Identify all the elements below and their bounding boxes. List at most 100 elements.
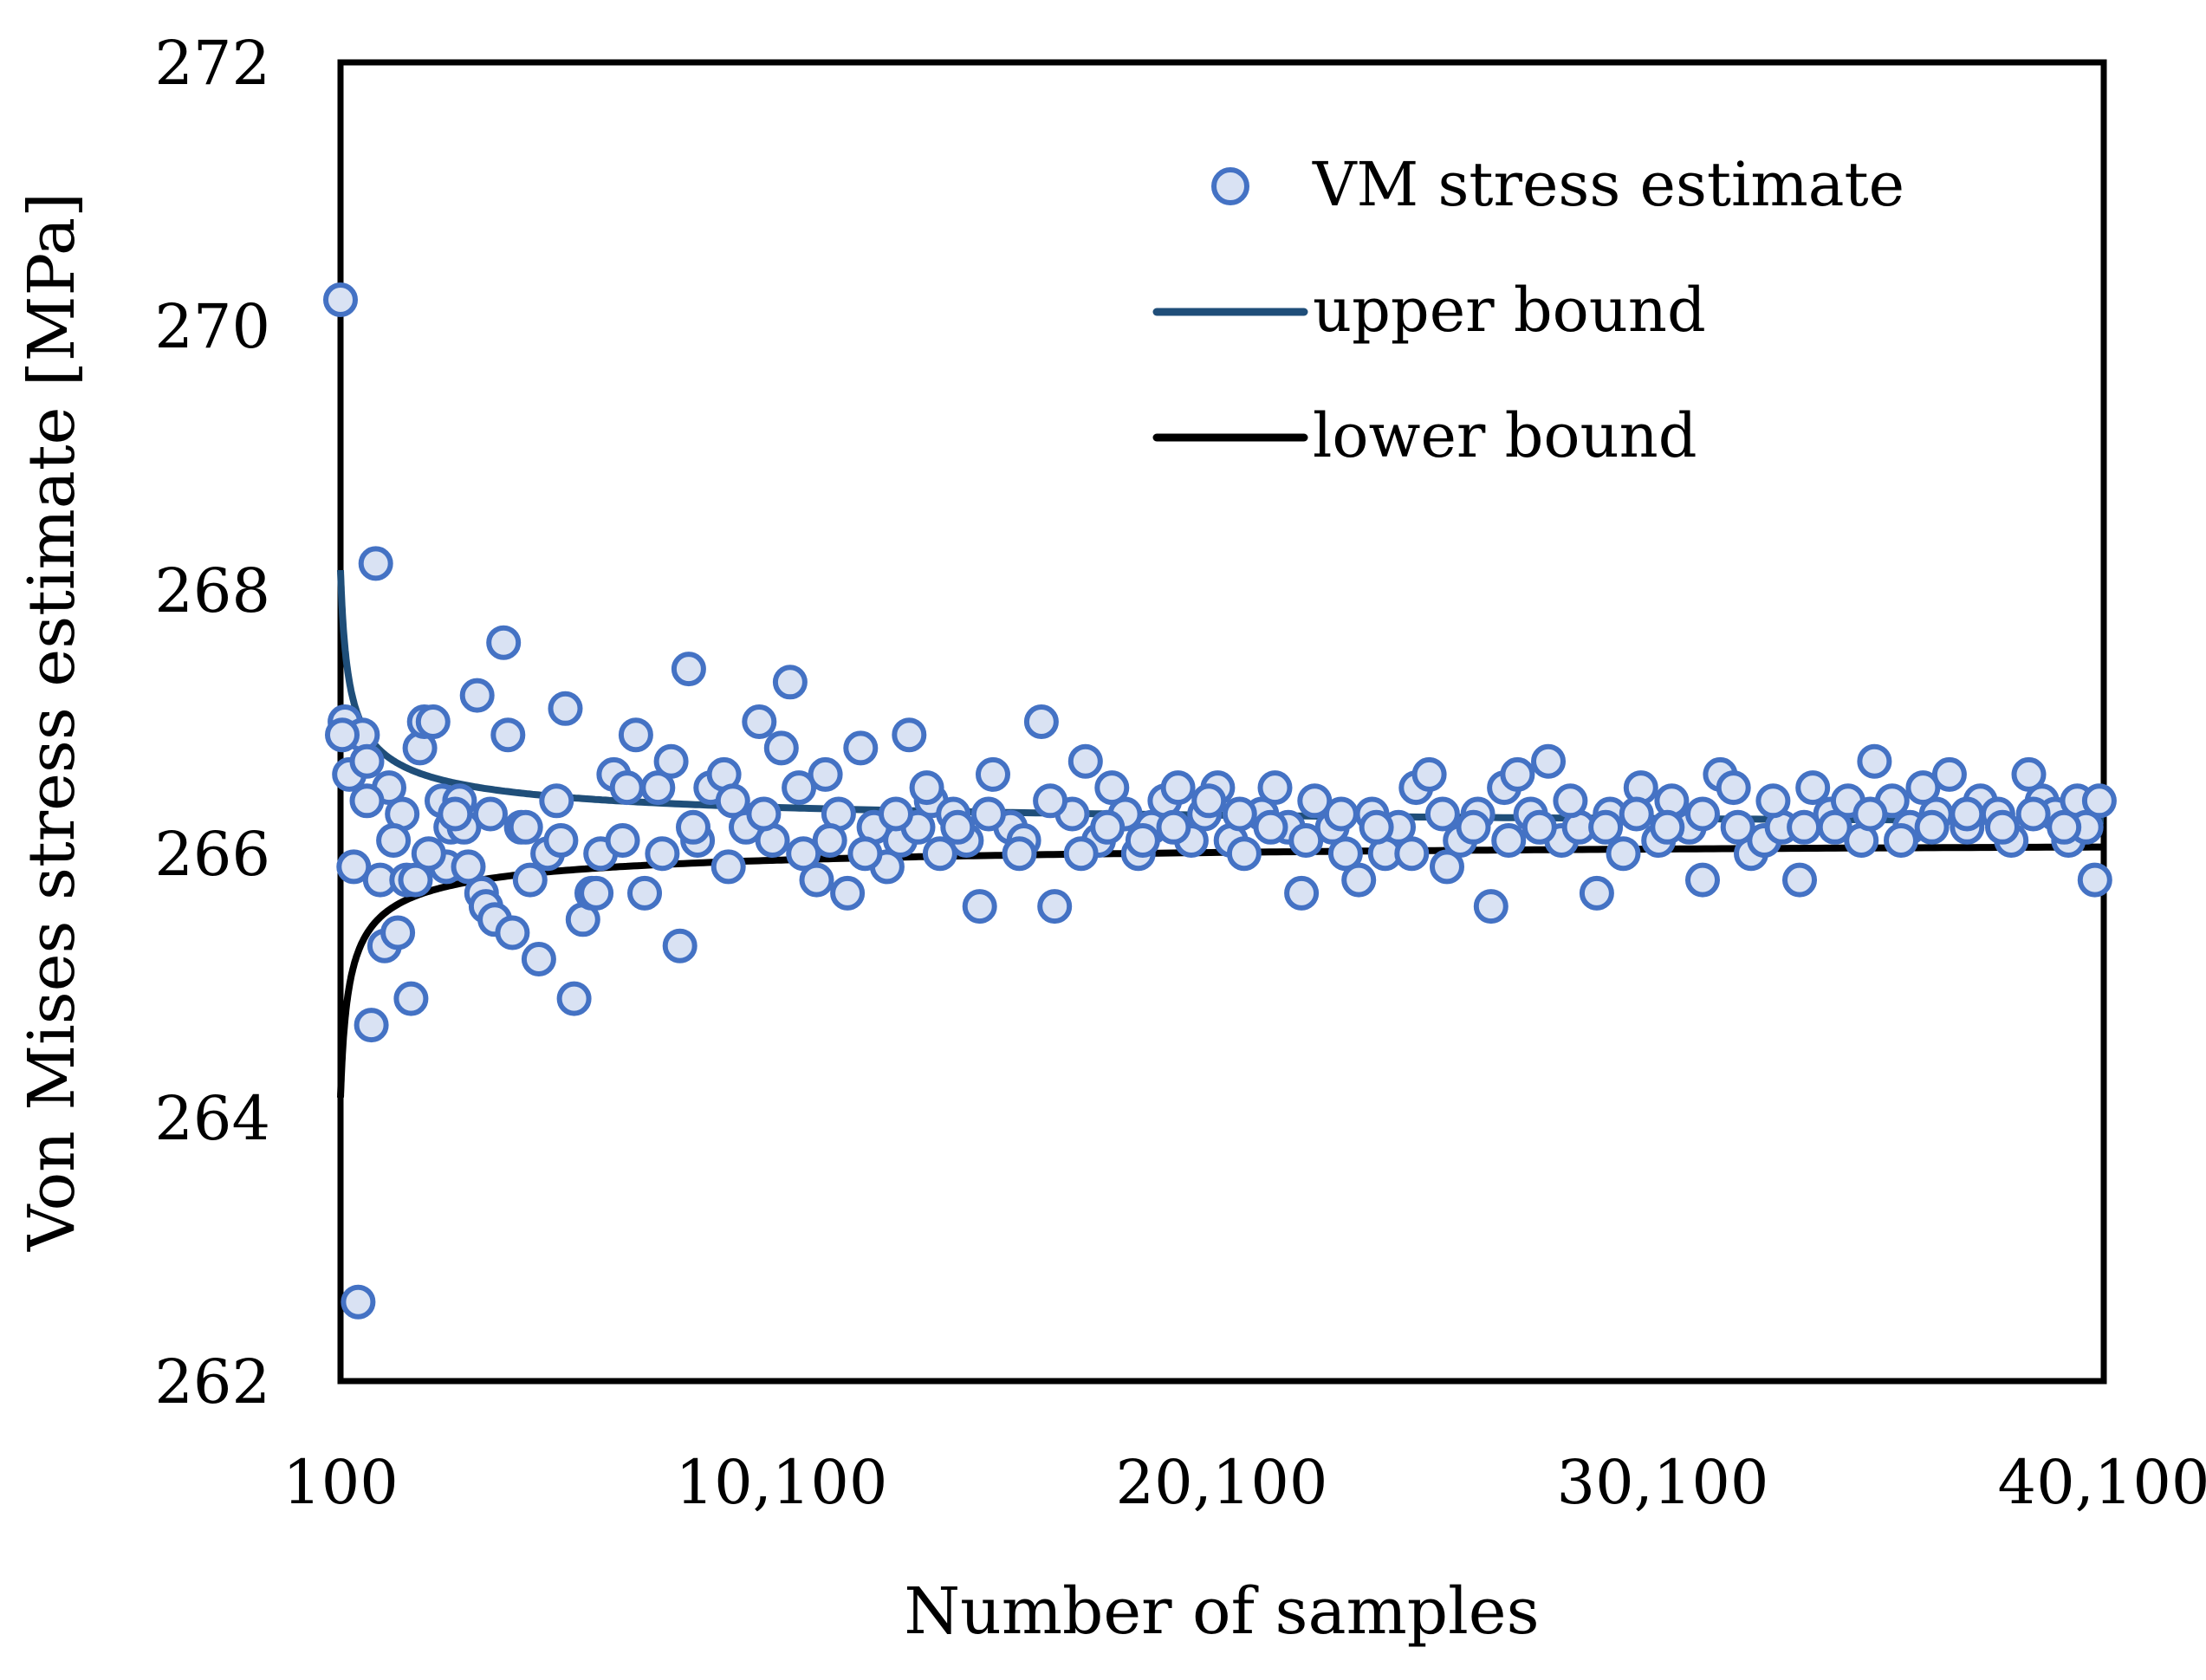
data-point: [376, 823, 412, 858]
y-axis: 272 270 268 266 264 262: [154, 28, 270, 1417]
data-point: [1606, 836, 1641, 872]
data-point: [1033, 783, 1068, 819]
data-point: [922, 836, 957, 872]
data-point: [1491, 823, 1527, 858]
legend-label-upper-bound: upper bound: [1313, 275, 1706, 346]
data-point: [1359, 809, 1394, 845]
data-point: [710, 849, 746, 885]
data-point: [1914, 809, 1950, 845]
data-point: [1884, 823, 1918, 858]
data-point: [473, 796, 508, 832]
data-point: [521, 942, 556, 976]
data-point: [1063, 836, 1099, 872]
data-point: [879, 796, 913, 832]
data-point: [772, 665, 808, 700]
data-point: [415, 704, 451, 739]
scatter-points: [323, 282, 2117, 1320]
data-point: [1288, 823, 1324, 858]
data-point: [786, 836, 821, 872]
data-point: [1160, 770, 1196, 806]
data-point: [909, 770, 944, 806]
data-point: [830, 875, 866, 911]
data-point: [393, 981, 429, 1016]
legend-label-vm-stress: VM stress estimate: [1312, 149, 1904, 220]
data-point: [1456, 809, 1491, 845]
data-point: [1588, 809, 1624, 845]
x-axis: 100 10,100 20,100 30,100 40,100: [282, 1447, 2206, 1518]
data-point: [812, 823, 847, 858]
y-axis-title: Von Mises stress estimate [MPa]: [15, 192, 89, 1252]
x-tick-label: 20,100: [1116, 1447, 1328, 1518]
data-point: [349, 743, 385, 779]
y-tick-label: 268: [154, 555, 270, 626]
data-point: [627, 875, 662, 911]
legend-label-lower-bound: lower bound: [1313, 400, 1697, 471]
data-point: [1341, 862, 1377, 898]
y-tick-label: 264: [154, 1083, 270, 1154]
data-point: [1795, 770, 1831, 806]
data-point: [1852, 796, 1888, 832]
data-point: [1500, 756, 1535, 792]
data-point: [746, 796, 782, 832]
data-point: [742, 704, 777, 739]
data-point: [1430, 849, 1464, 885]
data-point: [1857, 743, 1892, 779]
data-point: [1619, 796, 1654, 832]
data-point: [1094, 770, 1130, 806]
data-point: [940, 809, 976, 845]
data-point: [799, 862, 834, 898]
data-point: [976, 756, 1010, 792]
data-point: [579, 875, 614, 911]
data-point: [358, 546, 393, 581]
data-point: [1817, 809, 1852, 845]
data-point: [1125, 823, 1160, 858]
data-point: [1067, 743, 1103, 779]
data-point: [1755, 783, 1791, 819]
data-point: [1226, 836, 1262, 872]
data-point: [486, 625, 522, 660]
data-point: [438, 796, 473, 832]
data-point: [398, 862, 433, 898]
data-point: [354, 1008, 389, 1043]
data-point: [459, 678, 495, 713]
data-point: [1950, 796, 1985, 832]
data-point: [1156, 809, 1191, 845]
data-point: [2081, 783, 2117, 819]
data-point: [609, 770, 645, 806]
y-tick-label: 270: [154, 291, 270, 362]
data-point: [336, 849, 372, 885]
data-point: [618, 717, 653, 753]
x-tick-label: 100: [282, 1447, 399, 1518]
data-point: [892, 717, 927, 753]
data-point: [411, 836, 446, 872]
data-point: [1716, 770, 1751, 806]
data-point: [1002, 836, 1037, 872]
data-point: [1090, 809, 1126, 845]
data-point: [671, 652, 706, 687]
data-point: [1257, 770, 1293, 806]
data-point: [349, 783, 385, 819]
data-point: [962, 889, 997, 924]
data-point: [1222, 796, 1257, 832]
data-point: [1411, 756, 1447, 792]
data-point: [1685, 862, 1720, 898]
data-point: [341, 1284, 376, 1320]
data-point: [1327, 836, 1363, 872]
x-tick-label: 30,100: [1557, 1447, 1769, 1518]
data-point: [653, 743, 689, 779]
data-point: [2011, 756, 2047, 792]
data-point: [548, 691, 583, 726]
data-point: [1297, 783, 1333, 819]
x-tick-label: 40,100: [1998, 1447, 2206, 1518]
data-point: [380, 915, 416, 950]
data-point: [1531, 743, 1566, 779]
data-point: [1931, 756, 1967, 792]
data-point: [1037, 889, 1073, 924]
data-point: [1685, 796, 1720, 832]
data-point: [763, 730, 799, 766]
data-point: [1023, 704, 1059, 739]
data-point: [1394, 836, 1430, 872]
data-point: [451, 849, 486, 885]
data-point: [1323, 796, 1359, 832]
data-point: [1284, 875, 1320, 911]
